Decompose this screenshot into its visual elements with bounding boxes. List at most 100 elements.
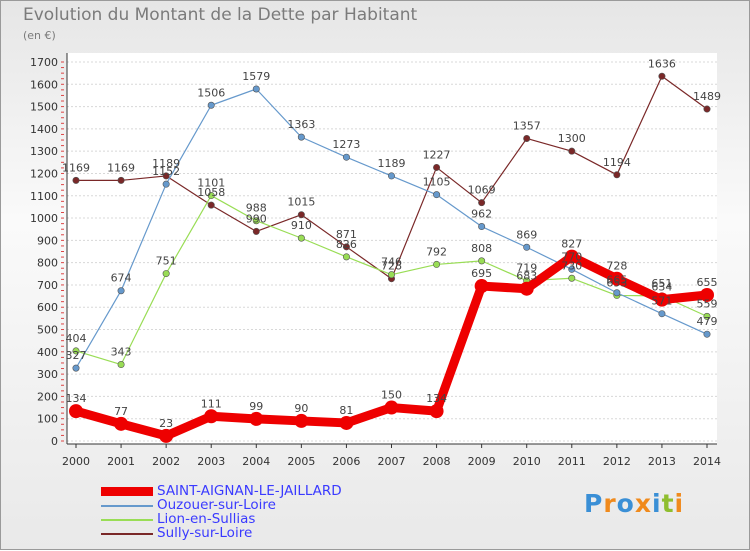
data-label: 1636 — [648, 57, 676, 70]
data-point — [342, 153, 350, 161]
legend-swatch — [101, 505, 153, 507]
x-tick-label: 2001 — [107, 455, 135, 468]
data-label: 990 — [246, 212, 267, 225]
data-label: 1015 — [287, 196, 315, 209]
legend-swatch — [101, 519, 153, 521]
data-point — [429, 404, 444, 419]
data-point — [297, 234, 305, 242]
data-point — [658, 310, 666, 318]
data-point — [297, 133, 305, 141]
data-label: 1169 — [107, 161, 135, 174]
legend-swatch — [101, 533, 153, 535]
data-point — [342, 253, 350, 261]
data-point — [433, 260, 441, 268]
x-tick-label: 2003 — [197, 455, 225, 468]
legend-label: Sully-sur-Loire — [157, 525, 253, 541]
data-point — [204, 409, 219, 424]
x-tick-label: 2005 — [287, 455, 315, 468]
data-label: 770 — [561, 250, 582, 263]
data-label: 1489 — [693, 90, 721, 103]
data-label: 559 — [697, 297, 718, 310]
y-tick-label: 1000 — [30, 212, 58, 225]
data-label: 1058 — [197, 186, 225, 199]
data-label: 1189 — [378, 157, 406, 170]
data-point — [339, 415, 354, 430]
data-point — [297, 211, 305, 219]
data-label: 1194 — [603, 156, 631, 169]
y-tick-label: 1200 — [30, 167, 58, 180]
data-label: 327 — [66, 349, 87, 362]
data-point — [72, 347, 80, 355]
data-point — [117, 287, 125, 295]
data-label: 871 — [336, 228, 357, 241]
y-tick-label: 1500 — [30, 101, 58, 114]
data-point — [207, 201, 215, 209]
data-point — [478, 199, 486, 207]
data-point — [568, 265, 576, 273]
data-label: 81 — [339, 404, 353, 417]
x-tick-label: 2006 — [332, 455, 360, 468]
data-point — [519, 281, 534, 296]
y-tick-label: 1100 — [30, 190, 58, 203]
data-label: 910 — [291, 219, 312, 232]
data-label: 479 — [697, 315, 718, 328]
data-point — [207, 192, 215, 200]
data-label: 792 — [426, 245, 447, 258]
data-point — [249, 411, 264, 426]
data-label: 962 — [471, 208, 492, 221]
y-tick-label: 200 — [37, 390, 58, 403]
data-label: 683 — [516, 270, 537, 283]
y-tick-label: 800 — [37, 257, 58, 270]
x-tick-label: 2012 — [603, 455, 631, 468]
data-label: 571 — [651, 295, 672, 308]
logo-letter: x — [634, 489, 652, 518]
data-point — [613, 289, 621, 297]
data-label: 634 — [651, 281, 672, 294]
data-point — [478, 257, 486, 265]
data-label: 1506 — [197, 86, 225, 99]
data-point — [162, 180, 170, 188]
data-label: 728 — [606, 260, 627, 273]
data-point — [72, 176, 80, 184]
legend-label: SAINT-AIGNAN-LE-JAILLARD — [157, 483, 342, 499]
legend-label: Lion-en-Sullias — [157, 511, 256, 527]
data-point — [474, 279, 489, 294]
y-tick-label: 700 — [37, 279, 58, 292]
data-label: 827 — [561, 238, 582, 251]
data-label: 674 — [111, 272, 132, 285]
data-point — [162, 270, 170, 278]
data-point — [523, 243, 531, 251]
data-point — [700, 287, 714, 302]
x-tick-label: 2009 — [468, 455, 496, 468]
data-label: 826 — [336, 238, 357, 251]
data-label: 77 — [114, 405, 128, 418]
y-tick-label: 900 — [37, 234, 58, 247]
legend-label: Ouzouer-sur-Loire — [157, 497, 276, 513]
data-label: 1273 — [332, 138, 360, 151]
y-tick-label: 1400 — [30, 123, 58, 136]
data-label: 653 — [606, 276, 627, 289]
legend-swatch — [101, 487, 153, 496]
data-point — [114, 416, 129, 431]
data-label: 1152 — [152, 165, 180, 178]
series-1 — [72, 85, 711, 372]
data-point — [69, 404, 83, 419]
data-label: 111 — [201, 397, 222, 410]
x-tick-label: 2010 — [513, 455, 541, 468]
data-label: 404 — [66, 332, 87, 345]
data-label: 655 — [697, 276, 718, 289]
data-label: 1227 — [423, 148, 451, 161]
x-tick-label: 2014 — [693, 455, 721, 468]
data-label: 1363 — [287, 118, 315, 131]
data-label: 730 — [561, 259, 582, 272]
data-point — [564, 249, 579, 264]
data-point — [478, 223, 486, 231]
y-tick-label: 1600 — [30, 78, 58, 91]
data-label: 869 — [516, 228, 537, 241]
data-label: 150 — [381, 389, 402, 402]
data-point — [523, 134, 531, 142]
data-point — [294, 413, 309, 428]
data-label: 23 — [159, 417, 173, 430]
logo-letter: o — [616, 489, 635, 518]
